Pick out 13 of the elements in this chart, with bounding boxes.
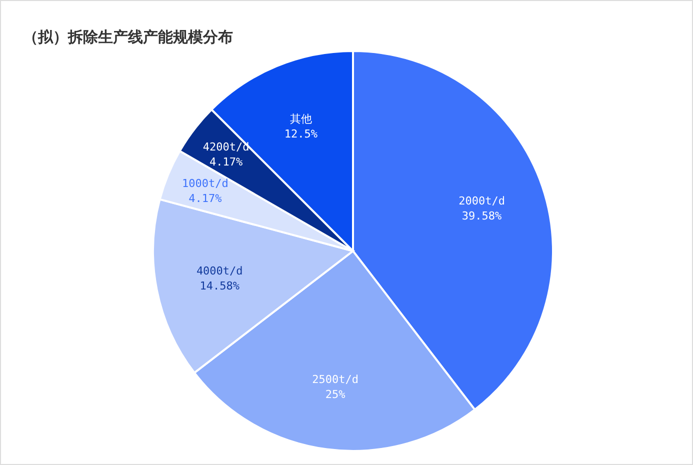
slice-label: 1000t/d	[182, 176, 228, 190]
data-label: 4.17%	[188, 192, 222, 205]
slice-label: 4000t/d	[196, 264, 243, 278]
slice-label: 2000t/d	[458, 194, 505, 208]
slice-label: 2500t/d	[312, 372, 358, 386]
data-label: 4.17%	[209, 156, 243, 169]
data-label: 39.58%	[462, 209, 502, 222]
chart-title: （拟）拆除生产线产能规模分布	[23, 28, 233, 47]
data-label: 25%	[325, 388, 346, 401]
data-label: 14.58%	[200, 280, 240, 293]
data-label: 12.5%	[284, 127, 318, 140]
slice-label: 4200t/d	[202, 140, 250, 154]
slice-label: 其他	[290, 112, 312, 126]
